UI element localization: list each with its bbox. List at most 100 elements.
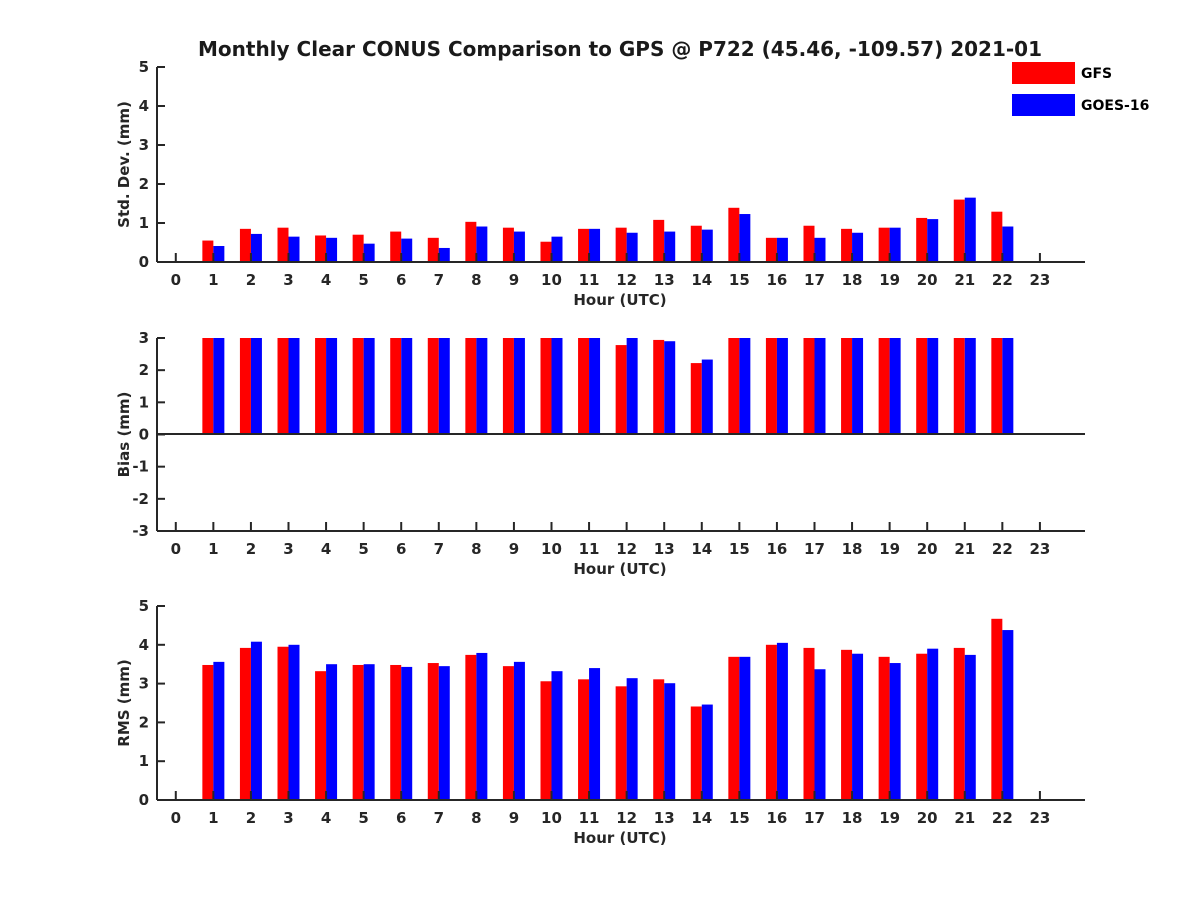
x-tick-label: 14 [691,271,712,289]
bar-goes-16-hour-11 [589,228,601,262]
bar-goes-16-hour-9 [513,661,525,800]
bar-goes-16-hour-15 [739,338,751,435]
bar-goes-16-hour-4 [326,664,338,800]
bar-goes-16-hour-1 [213,246,225,262]
y-tick-label: 2 [139,361,149,379]
x-tick-label: 17 [804,809,825,827]
bar-gfs-hour-11 [578,679,590,800]
x-tick-label: 22 [992,540,1013,558]
bar-gfs-hour-4 [315,671,327,800]
bar-gfs-hour-15 [728,338,740,435]
bar-goes-16-hour-10 [551,338,563,435]
bar-gfs-hour-17 [803,225,815,262]
x-tick-label: 16 [766,540,787,558]
bar-goes-16-hour-2 [250,338,262,435]
x-tick-label: 1 [208,809,218,827]
bar-goes-16-hour-16 [776,237,788,262]
bar-gfs-hour-5 [352,338,364,435]
bar-gfs-hour-18 [841,228,853,262]
bar-goes-16-hour-22 [1002,630,1014,800]
x-tick-label: 7 [434,809,444,827]
bar-gfs-hour-18 [841,338,853,435]
bar-gfs-hour-6 [390,231,402,262]
x-tick-label: 7 [434,271,444,289]
bar-goes-16-hour-7 [438,247,450,262]
x-tick-label: 2 [246,540,256,558]
bar-goes-16-hour-18 [852,338,864,435]
x-axis-label: Hour (UTC) [573,291,666,309]
x-tick-label: 22 [992,271,1013,289]
x-tick-label: 8 [471,809,481,827]
y-axis-label: RMS (mm) [115,659,133,746]
x-tick-label: 4 [321,271,331,289]
bar-goes-16-hour-11 [589,668,601,800]
x-tick-label: 5 [358,271,368,289]
legend: GFS GOES-16 [1012,62,1149,116]
x-tick-label: 6 [396,271,406,289]
legend-swatch-gfs [1012,62,1075,84]
x-tick-label: 8 [471,271,481,289]
y-tick-label: 1 [139,214,149,232]
bar-gfs-hour-10 [540,338,552,435]
y-tick-label: 5 [139,58,149,76]
bar-goes-16-hour-3 [288,338,300,435]
y-axis-label: Bias (mm) [115,392,133,478]
bar-goes-16-hour-7 [438,666,450,800]
y-tick-label: 0 [139,426,149,444]
bar-gfs-hour-19 [878,227,890,262]
bar-goes-16-hour-10 [551,236,563,262]
x-tick-label: 16 [766,809,787,827]
x-tick-label: 13 [654,540,675,558]
x-tick-label: 15 [729,271,750,289]
x-tick-label: 11 [579,271,600,289]
bar-goes-16-hour-9 [513,231,525,262]
bar-gfs-hour-11 [578,338,590,435]
x-tick-label: 16 [766,271,787,289]
x-tick-label: 21 [954,540,975,558]
bar-goes-16-hour-17 [814,669,826,800]
bar-goes-16-hour-7 [438,338,450,435]
bar-gfs-hour-2 [239,228,251,262]
bar-gfs-hour-1 [202,240,214,262]
bar-goes-16-hour-4 [326,338,338,435]
x-tick-label: 20 [917,809,938,827]
bar-gfs-hour-13 [653,679,665,800]
y-tick-label: 4 [139,636,149,654]
x-tick-label: 19 [879,271,900,289]
bar-gfs-hour-5 [352,234,364,262]
y-tick-label: 5 [139,597,149,615]
bar-gfs-hour-7 [427,663,439,800]
bar-gfs-hour-17 [803,647,815,800]
y-tick-label: 2 [139,175,149,193]
bar-gfs-hour-8 [465,654,477,800]
bar-goes-16-hour-17 [814,338,826,435]
bar-goes-16-hour-12 [626,338,638,435]
x-tick-label: 9 [509,809,519,827]
bar-gfs-hour-4 [315,338,327,435]
bar-gfs-hour-21 [953,338,965,435]
x-tick-label: 17 [804,271,825,289]
bar-gfs-hour-16 [765,644,777,800]
bar-goes-16-hour-3 [288,644,300,800]
bar-gfs-hour-15 [728,656,740,800]
bar-gfs-hour-5 [352,664,364,800]
y-tick-label: 4 [139,97,149,115]
bar-goes-16-hour-14 [701,704,713,800]
bar-goes-16-hour-16 [776,338,788,435]
y-tick-label: 0 [139,253,149,271]
bar-gfs-hour-10 [540,681,552,800]
bar-gfs-hour-14 [690,706,702,800]
x-tick-label: 15 [729,809,750,827]
x-tick-label: 5 [358,809,368,827]
bar-gfs-hour-10 [540,241,552,262]
bar-gfs-hour-3 [277,227,289,262]
bar-gfs-hour-22 [991,618,1003,800]
bar-gfs-hour-9 [502,338,514,435]
bar-gfs-hour-22 [991,211,1003,262]
bar-gfs-hour-12 [615,345,627,435]
x-tick-label: 13 [654,271,675,289]
bar-goes-16-hour-6 [401,338,413,435]
y-tick-label: -2 [132,490,149,508]
bar-gfs-hour-17 [803,338,815,435]
x-tick-label: 18 [842,540,863,558]
